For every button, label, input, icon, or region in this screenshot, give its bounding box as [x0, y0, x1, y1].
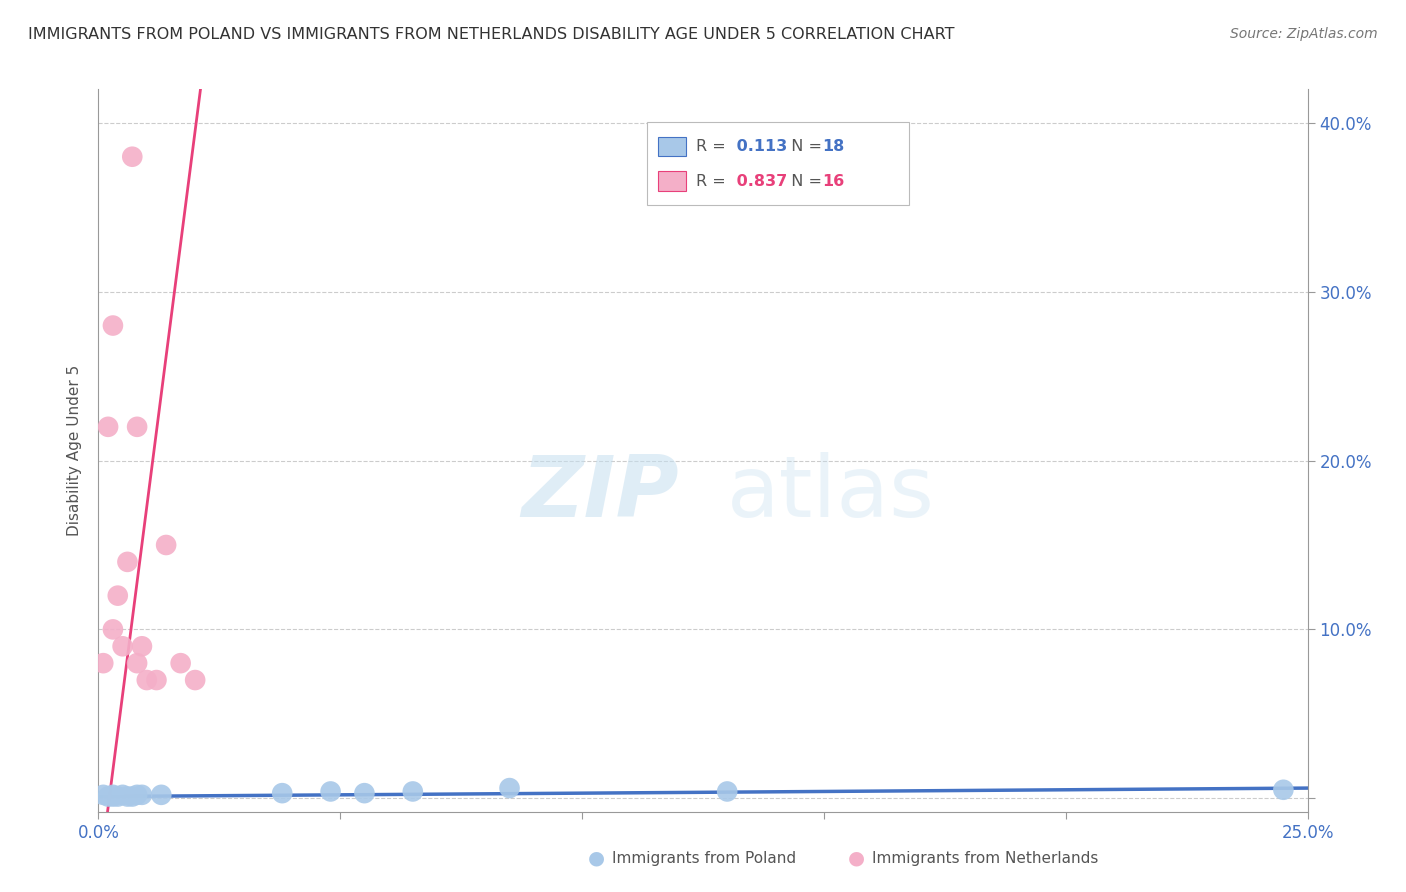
- Point: [135, 673, 157, 687]
- Text: atlas: atlas: [727, 452, 935, 535]
- Point: [150, 788, 173, 802]
- Point: [353, 786, 375, 800]
- Text: Immigrants from Poland: Immigrants from Poland: [612, 851, 796, 865]
- Point: [91, 788, 114, 802]
- Text: 0.113: 0.113: [731, 139, 787, 153]
- Text: ●: ●: [588, 848, 605, 868]
- Point: [107, 589, 129, 603]
- Point: [716, 784, 738, 798]
- Point: [169, 656, 191, 670]
- Text: N =: N =: [780, 174, 827, 188]
- Text: Immigrants from Netherlands: Immigrants from Netherlands: [872, 851, 1098, 865]
- Point: [155, 538, 177, 552]
- Point: [117, 789, 139, 804]
- Text: 16: 16: [823, 174, 845, 188]
- Point: [184, 673, 207, 687]
- Point: [127, 788, 149, 802]
- Point: [111, 640, 134, 654]
- Point: [111, 788, 134, 802]
- Point: [271, 786, 294, 800]
- Point: [97, 789, 120, 804]
- Point: [101, 318, 124, 333]
- Point: [1272, 782, 1295, 797]
- Point: [145, 673, 167, 687]
- Text: 0.837: 0.837: [731, 174, 787, 188]
- Point: [131, 788, 153, 802]
- Point: [498, 781, 520, 796]
- Text: 18: 18: [823, 139, 845, 153]
- Y-axis label: Disability Age Under 5: Disability Age Under 5: [67, 365, 83, 536]
- Text: R =: R =: [696, 139, 731, 153]
- Point: [127, 656, 149, 670]
- Point: [91, 656, 114, 670]
- Point: [121, 150, 143, 164]
- Text: R =: R =: [696, 174, 731, 188]
- Point: [127, 420, 149, 434]
- Text: N =: N =: [780, 139, 827, 153]
- Text: ZIP: ZIP: [522, 452, 679, 535]
- Point: [101, 789, 124, 804]
- Point: [117, 555, 139, 569]
- Point: [97, 420, 120, 434]
- Point: [402, 784, 425, 798]
- Text: ●: ●: [848, 848, 865, 868]
- Point: [107, 789, 129, 804]
- Text: Source: ZipAtlas.com: Source: ZipAtlas.com: [1230, 27, 1378, 41]
- Point: [121, 789, 143, 804]
- Point: [101, 623, 124, 637]
- Point: [131, 640, 153, 654]
- Point: [319, 784, 342, 798]
- Text: IMMIGRANTS FROM POLAND VS IMMIGRANTS FROM NETHERLANDS DISABILITY AGE UNDER 5 COR: IMMIGRANTS FROM POLAND VS IMMIGRANTS FRO…: [28, 27, 955, 42]
- Point: [101, 788, 124, 802]
